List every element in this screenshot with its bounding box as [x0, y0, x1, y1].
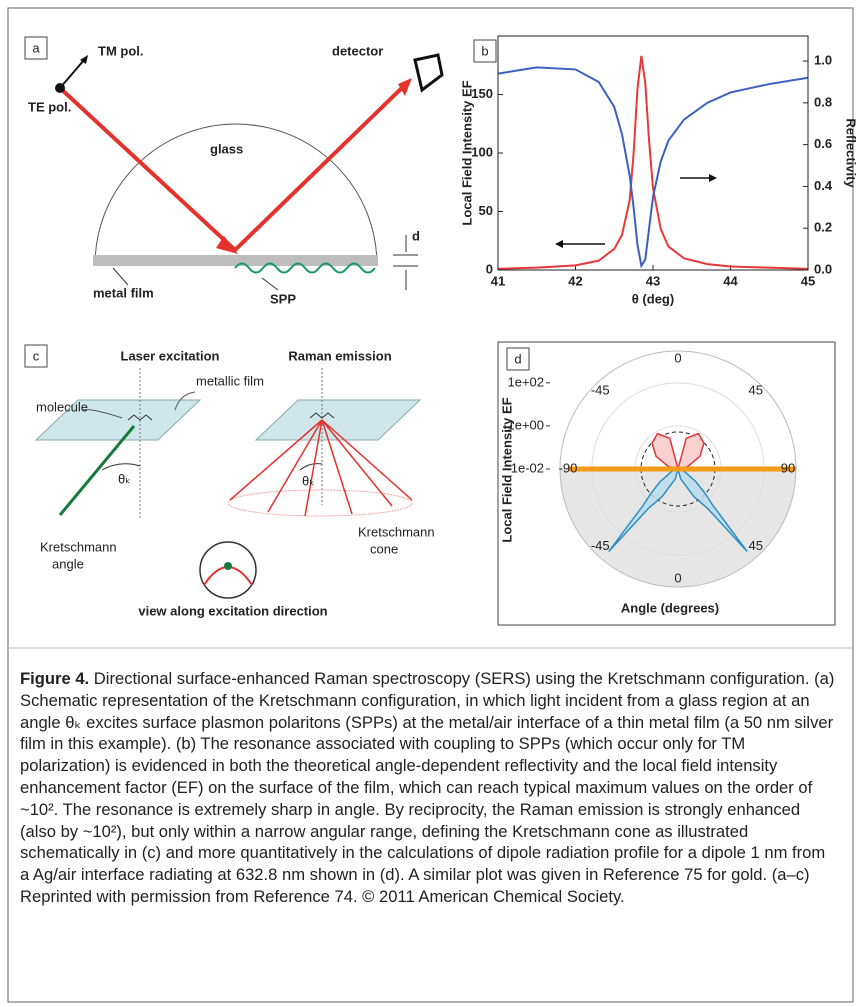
x-tick-label: 43: [646, 273, 660, 288]
lower-half-shade: [560, 469, 796, 587]
panel-label-box: [24, 344, 48, 368]
metal-film: [93, 255, 378, 266]
label: metal film: [93, 285, 154, 300]
label: molecule: [36, 399, 88, 414]
label: glass: [210, 141, 243, 156]
angle-arc: [101, 463, 141, 471]
y-tick-label: 150: [471, 86, 493, 101]
r-tick-label: 1e+02: [507, 374, 544, 389]
caption: Figure 4. Directional surface-enhanced R…: [20, 668, 838, 908]
panel-label: b: [481, 43, 488, 58]
label: TE pol.: [28, 99, 71, 114]
glass-hemisphere: [94, 123, 378, 266]
y-axis-label: Local Field Intensity EF: [499, 397, 514, 542]
label: θₖ: [118, 471, 131, 486]
x-tick-label: 42: [568, 273, 582, 288]
label: SPP: [270, 291, 296, 306]
r-tick-label: 1e-02: [511, 460, 544, 475]
angle-tick-label: -45: [591, 383, 610, 398]
film-plane: [34, 399, 202, 441]
spp-wave: [234, 262, 376, 274]
angle-tick-label: 0: [674, 570, 681, 585]
r-tick-label: 1e+00: [507, 417, 544, 432]
angle-tick-label: 0: [674, 350, 681, 365]
caption-label: Figure 4.: [20, 669, 90, 688]
angle-arc: [299, 463, 323, 471]
detector-icon: [413, 53, 444, 93]
y2-tick-label: 0.6: [814, 136, 832, 151]
y2-tick-label: 0.4: [814, 178, 833, 193]
y2-tick-label: 0.2: [814, 220, 832, 235]
x-axis-label: θ (deg): [632, 291, 674, 306]
leader-line: [81, 391, 196, 419]
inset-dot: [224, 562, 232, 570]
emission-ray: [229, 419, 413, 517]
angle-tick-label: -90: [559, 460, 578, 475]
light-beam: [58, 80, 410, 253]
thickness-marker: [393, 235, 418, 290]
y-tick-label: 50: [479, 203, 493, 218]
y-axis-label: Local Field Intensity EF: [459, 80, 474, 225]
molecule: [127, 414, 153, 421]
radiation-lobe: [651, 432, 705, 472]
panel-label: a: [32, 40, 40, 55]
x-axis-label: Angle (degrees): [621, 600, 719, 615]
y-tick-label: 100: [471, 144, 493, 159]
y2-tick-label: 1.0: [814, 53, 832, 68]
angle-tick-label: 90: [781, 460, 795, 475]
axis-arrow: [560, 177, 712, 245]
x-tick-label: 45: [801, 273, 815, 288]
label: Laser excitation: [121, 348, 220, 363]
film-plane: [254, 399, 422, 441]
panel-label-box: [473, 39, 497, 63]
frame: [7, 7, 854, 1003]
angle-tick-label: 45: [749, 383, 763, 398]
leader-line: [112, 267, 279, 291]
label: Raman emission: [288, 348, 391, 363]
tm-arrow: [59, 59, 85, 89]
label: angle: [52, 556, 84, 571]
angle-tick-label: 45: [749, 538, 763, 553]
panel-frame: [497, 341, 836, 626]
label: Kretschmann: [40, 539, 117, 554]
panel-label: c: [33, 348, 40, 363]
panel-label: d: [514, 351, 521, 366]
cone-base: [227, 489, 413, 517]
y2-axis-label: Reflectivity: [844, 118, 859, 188]
panel-label-box: [24, 36, 48, 60]
caption-text: Directional surface-enhanced Raman spect…: [20, 669, 835, 906]
angle-tick-label: -45: [591, 538, 610, 553]
label: metallic film: [196, 373, 264, 388]
y-tick-label: 0: [486, 261, 493, 276]
x-tick-label: 44: [723, 273, 738, 288]
y2-tick-label: 0.0: [814, 261, 832, 276]
data-line: [497, 55, 809, 270]
y2-tick-label: 0.8: [814, 94, 832, 109]
label: θₖ: [302, 473, 315, 488]
label: cone: [370, 541, 398, 556]
label: Kretschmann: [358, 524, 435, 539]
label: TM pol.: [98, 43, 144, 58]
excitation-beam: [58, 425, 136, 516]
plot-frame: [497, 35, 809, 271]
tm-arrowhead: [80, 55, 88, 64]
label: view along excitation direction: [138, 603, 327, 618]
label: detector: [332, 43, 383, 58]
label: d: [412, 228, 420, 243]
panel-label-box: [506, 347, 530, 371]
data-line: [497, 66, 809, 269]
x-tick-label: 41: [491, 273, 505, 288]
molecule: [309, 412, 335, 419]
